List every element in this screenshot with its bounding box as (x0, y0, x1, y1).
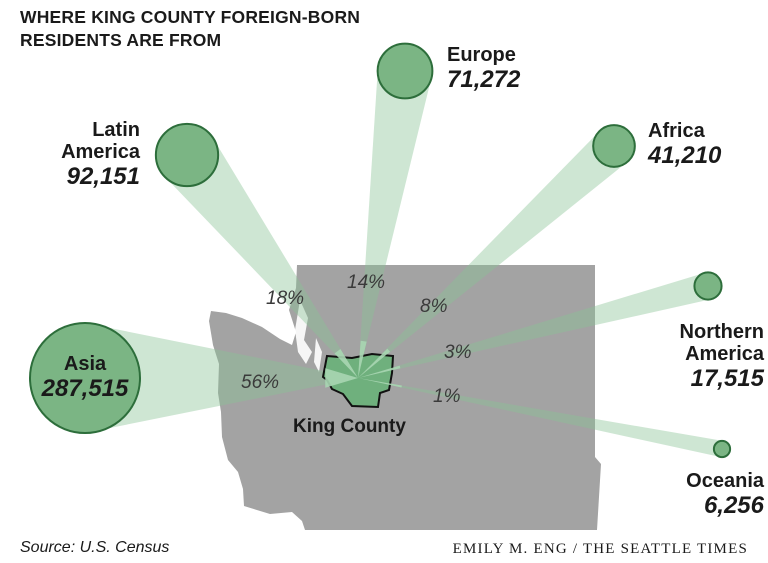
region-label-asia: Asia 287,515 (30, 353, 140, 403)
county-spoke-europe (358, 340, 367, 378)
region-label-northern-america: Northern America 17,515 (640, 321, 764, 393)
region-label-oceania: Oceania 6,256 (650, 470, 764, 520)
region-name: America (685, 343, 764, 365)
county-spoke-northern-america (358, 365, 401, 378)
region-circle-africa (592, 124, 636, 168)
region-circle-oceania (712, 439, 732, 459)
percent-label-latin-america: 18% (266, 288, 305, 309)
region-value: 41,210 (648, 142, 722, 169)
region-name: Latin (92, 119, 140, 141)
region-name: Europe (447, 44, 516, 66)
region-value: 287,515 (41, 375, 129, 402)
flow-beam-asia (85, 323, 358, 433)
region-name: Asia (63, 353, 107, 375)
county-spoke-africa (358, 348, 391, 378)
flow-beam-latin-america (162, 136, 358, 378)
flow-beam-northern-america (358, 272, 712, 378)
puget-sound (295, 300, 312, 364)
region-circle-asia (29, 322, 141, 434)
flow-beam-europe (358, 66, 433, 379)
percent-label-northern-america: 3% (444, 342, 472, 363)
region-circle-northern-america (693, 271, 723, 301)
region-label-europe: Europe 71,272 (447, 44, 567, 94)
region-value: 92,151 (66, 163, 140, 190)
source-note: Source: U.S. Census (20, 539, 170, 556)
percent-label-europe: 14% (347, 272, 386, 293)
percent-label-oceania: 1% (433, 386, 461, 407)
region-name: Oceania (686, 470, 764, 492)
region-value: 71,272 (447, 66, 521, 93)
region-name: America (61, 141, 140, 163)
percent-label-asia: 56% (241, 372, 280, 393)
region-value: 6,256 (703, 492, 764, 519)
region-label-africa: Africa 41,210 (648, 120, 758, 170)
region-name: Northern (679, 321, 764, 343)
washington-state-map (209, 265, 601, 530)
region-name: Africa (648, 120, 705, 142)
king-county-label: King County (293, 416, 406, 437)
county-spoke-latin-america (334, 348, 358, 378)
flow-beam-africa (358, 130, 628, 378)
percent-label-africa: 8% (420, 296, 448, 317)
puget-sound-inlet (314, 338, 322, 372)
credit-line: EMILY M. ENG / THE SEATTLE TIMES (452, 541, 748, 557)
region-circle-latin-america (154, 122, 220, 188)
region-label-latin-america: Latin America 92,151 (40, 119, 140, 191)
chart-title: WHERE KING COUNTY FOREIGN-BORN RESIDENTS… (20, 7, 361, 50)
flow-beam-oceania (358, 378, 724, 457)
region-value: 17,515 (690, 365, 764, 392)
region-circle-europe (376, 42, 434, 100)
county-spoke-oceania (358, 378, 402, 388)
county-spoke-asia (325, 368, 358, 388)
